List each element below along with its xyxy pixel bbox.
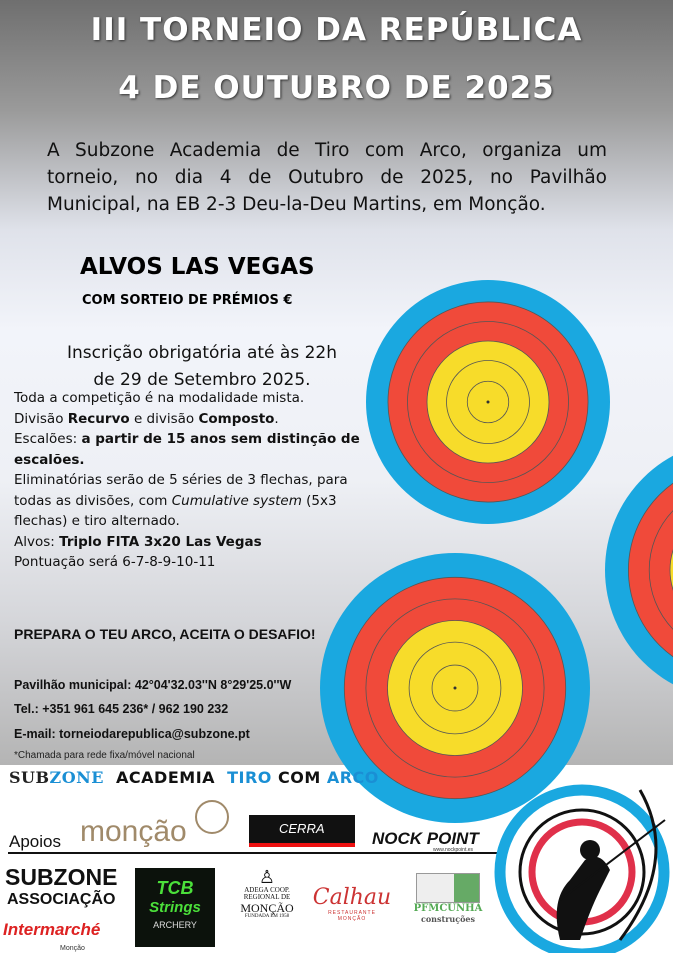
rule-targets: Alvos: Triplo FITA 3x20 Las Vegas: [14, 533, 262, 550]
rule-scoring: Pontuação será 6-7-8-9-10-11: [14, 554, 216, 570]
rule-eliminations: Eliminatórias serão de 5 séries de 3 fle…: [14, 472, 348, 529]
email: E-mail: torneiodarepublica@subzone.pt: [14, 727, 250, 741]
archer-logo: [494, 784, 670, 953]
intermarche-logo: Intermarché: [3, 920, 101, 939]
footnote: *Chamada para rede fixa/móvel nacional: [14, 750, 195, 761]
target-2: [320, 553, 590, 823]
location: Pavilhão municipal: 42°04'32.03''N 8°29'…: [14, 678, 292, 692]
intermarche-sub: Monção: [60, 945, 85, 952]
associacao-label: ASSOCIAÇÃO: [7, 891, 116, 908]
target-1: [366, 280, 610, 524]
subheading: COM SORTEIO DE PRÉMIOS €: [82, 293, 293, 308]
rules: Toda a competição é na modalidade mista.…: [14, 388, 384, 573]
deadline-line-1: Inscrição obrigatória até às 22h: [66, 343, 338, 363]
adega-logo: ♙ ADEGA COOP. REGIONAL DE MONÇÃO FUNDADA…: [240, 867, 294, 920]
cerra-logo: CERRA: [249, 815, 355, 847]
intro-paragraph: A Subzone Academia de Tiro com Arco, org…: [47, 140, 607, 215]
target-3: [605, 455, 673, 685]
heading: ALVOS LAS VEGAS: [80, 254, 315, 280]
title-line-2: 4 DE OUTUBRO DE 2025: [118, 70, 555, 106]
moncao-emblem: [195, 800, 229, 834]
moncao-logo: monção: [80, 815, 187, 848]
subzone-logo: SUBZONE: [5, 864, 118, 890]
tcb-strings-logo: TCB Strings ARCHERY: [135, 868, 215, 947]
rule-divisions: Divisão Recurvo e divisão Composto.: [14, 410, 279, 427]
pfmcunha-logo: PFMCUNHA construções: [404, 873, 492, 924]
title-line-1: III TORNEIO DA REPÚBLICA: [90, 12, 583, 48]
deadline-line-2: de 29 de Setembro 2025.: [93, 370, 311, 390]
phone: Tel.: +351 961 645 236* / 962 190 232: [14, 702, 229, 716]
rule-mixed: Toda a competição é na modalidade mista.: [14, 390, 305, 406]
slogan: PREPARA O TEU ARCO, ACEITA O DESAFIO!: [14, 626, 316, 642]
nockpoint-logo: NOCK POINT: [372, 829, 479, 848]
calhau-logo: Calhau RESTAURANTE MONÇÃO: [312, 885, 392, 922]
apoios-label: Apoios: [9, 832, 61, 851]
divider: [8, 852, 508, 854]
registration-deadline: Inscrição obrigatória até às 22h de 29 d…: [52, 340, 352, 394]
nockpoint-url: www.nockpoint.es: [433, 847, 474, 853]
rule-age: Escalões: a partir de 15 anos sem distin…: [14, 431, 360, 468]
organizer-logo: SUBZONE ACADEMIA TIRO COM ARCO: [9, 768, 379, 787]
